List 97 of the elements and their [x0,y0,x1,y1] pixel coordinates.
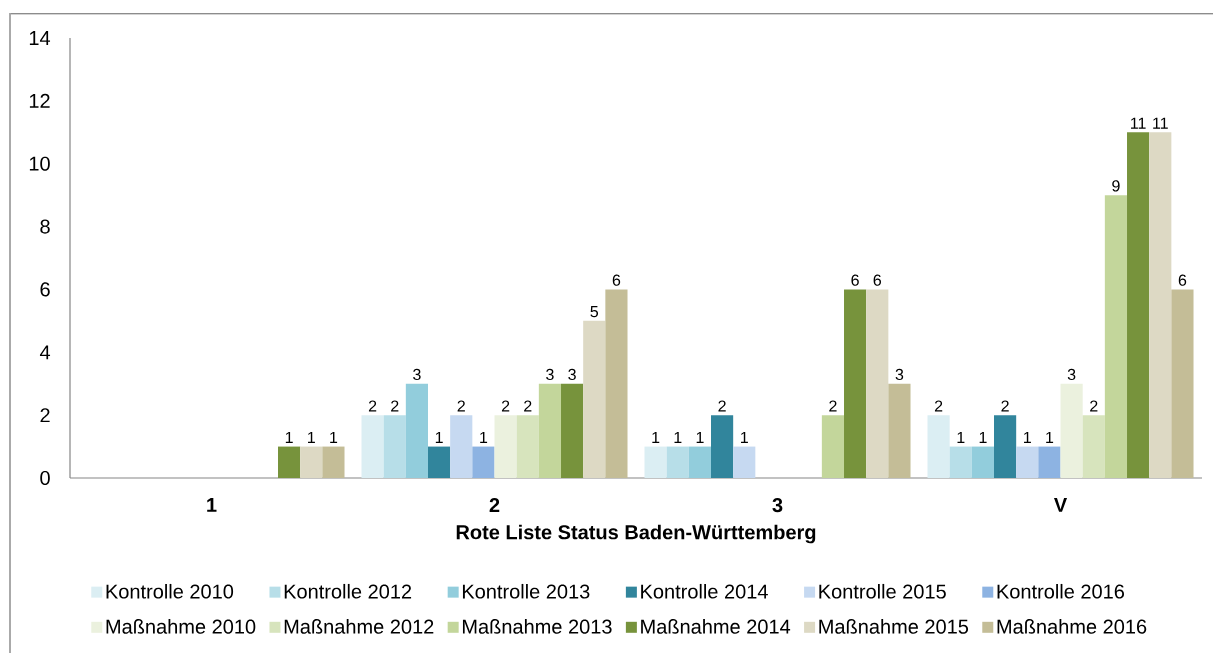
data-label: 2 [718,400,726,412]
bar [450,415,473,478]
bar [866,289,889,478]
x-tick-label: V [1053,498,1068,512]
legend-label: Kontrolle 2010 [106,583,234,599]
data-label: 2 [524,400,532,412]
legend-label: Kontrolle 2015 [819,583,946,599]
data-label: 3 [568,368,576,381]
bar [1038,446,1061,478]
bar [666,446,689,478]
data-label: 1 [480,431,488,443]
bar [733,446,756,478]
data-label: 2 [934,400,943,412]
y-tick-label: 2 [40,408,50,423]
bar [644,446,667,478]
legend-label: Maßnahme 2010 [106,619,256,634]
data-label: 3 [546,368,554,381]
bar [322,446,345,478]
bar [1171,289,1194,478]
bar [971,446,995,478]
x-tick-label: 1 [207,498,217,512]
data-label: 6 [1178,274,1187,286]
data-label: 3 [413,368,421,381]
data-label: 2 [829,400,837,412]
legend-label: Maßnahme 2014 [641,619,791,634]
data-label: 2 [501,400,510,412]
x-axis-title: Rote Liste Status Baden-Württemberg [456,524,816,544]
bar [405,383,428,478]
x-tick-label: 3 [772,498,783,513]
y-tick-label: 6 [40,282,50,297]
bar [383,415,406,478]
bar [278,446,301,478]
data-label: 6 [851,274,859,286]
bar [688,446,711,478]
bar [927,415,950,478]
bar [428,446,451,478]
data-label: 6 [873,274,882,286]
bar [1127,132,1150,478]
bar [561,383,584,478]
bar [605,289,628,478]
bar [583,320,606,478]
y-tick-label: 0 [40,470,50,486]
data-label: 1 [696,431,704,443]
data-label: 2 [1001,400,1009,412]
data-label: 1 [741,431,748,443]
y-tick-label: 4 [39,345,51,360]
bar [516,415,539,478]
bar [1104,195,1128,478]
legend-label: Maßnahme 2016 [997,619,1147,634]
data-label: 1 [435,431,443,443]
data-label: 1 [957,431,965,443]
data-label: 1 [1046,431,1054,443]
data-label: 5 [590,306,599,318]
data-label: 1 [285,431,293,443]
data-label: 1 [1024,431,1031,443]
data-label: 2 [1090,400,1098,412]
data-label: 11 [1131,117,1146,129]
legend-label: Kontrolle 2016 [997,583,1125,599]
data-label: 2 [368,400,377,412]
data-label: 1 [674,431,682,443]
y-tick-label: 14 [29,31,51,45]
data-label: 3 [895,368,904,381]
bar [711,415,734,478]
legend-label: Kontrolle 2014 [641,583,768,599]
data-label: 1 [308,431,315,443]
data-label: 9 [1112,180,1120,192]
legend-label: Maßnahme 2015 [819,619,969,634]
bar [821,415,845,478]
y-tick-label: 10 [29,156,50,171]
bar [844,289,867,478]
legend-label: Kontrolle 2013 [462,583,590,599]
legend-label: Maßnahme 2012 [284,619,434,634]
bar [361,415,384,478]
data-label: 6 [612,274,621,286]
x-tick-label: 2 [489,498,500,513]
bar [888,383,911,478]
bar [1016,446,1039,478]
y-tick-label: 8 [40,219,50,234]
bar [472,446,495,478]
y-tick-label: 12 [29,93,50,108]
data-label: 1 [330,431,338,443]
bar [494,415,517,478]
legend-label: Kontrolle 2012 [284,583,412,599]
data-label: 2 [457,400,465,412]
data-label: 1 [652,431,660,443]
bar [1149,132,1172,478]
bar [994,415,1017,478]
bar [1082,415,1105,478]
legend-label: Maßnahme 2013 [462,619,612,634]
bar [538,383,562,478]
bar [300,446,323,478]
data-label: 2 [391,400,399,412]
bar [949,446,972,478]
bar [1060,383,1083,478]
data-label: 1 [979,431,987,443]
data-label: 3 [1067,368,1076,381]
data-label: 11 [1153,117,1168,129]
